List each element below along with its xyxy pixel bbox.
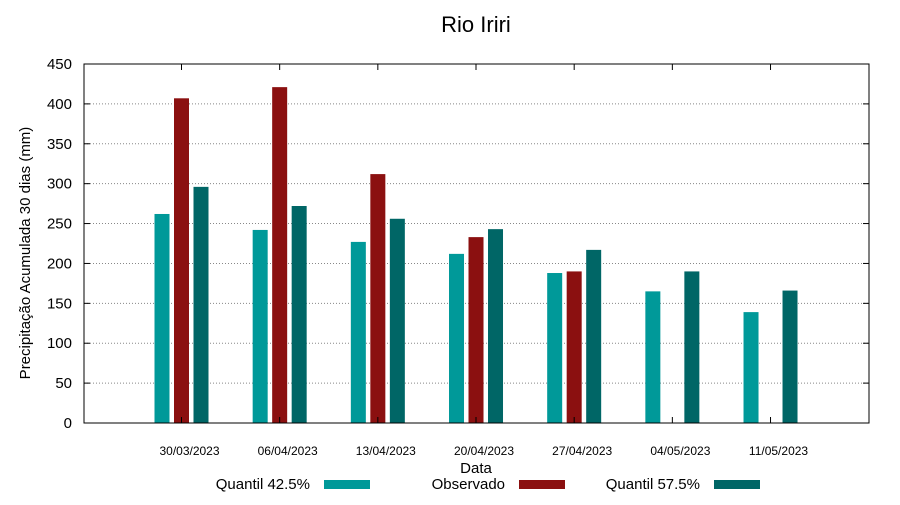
bar: [449, 253, 465, 423]
chart-title: Rio Iriri: [441, 12, 511, 37]
x-tick-label: 13/04/2023: [356, 444, 416, 458]
x-tick-label: 06/04/2023: [258, 444, 318, 458]
x-tick-label: 27/04/2023: [552, 444, 612, 458]
bar: [389, 218, 405, 423]
bar: [370, 174, 386, 423]
legend-label: Observado: [432, 476, 505, 493]
legend: Quantil 42.5% Observado Quantil 57.5%: [216, 476, 760, 493]
legend-swatch: [714, 480, 760, 489]
bar: [174, 98, 189, 423]
y-tick-label: 350: [47, 136, 72, 153]
bar: [586, 249, 602, 423]
bar: [566, 271, 582, 423]
y-tick-label: 450: [47, 56, 72, 73]
bar: [252, 229, 268, 423]
legend-label: Quantil 57.5%: [606, 476, 700, 493]
y-tick-label: 400: [47, 96, 72, 113]
y-tick-label: 100: [47, 335, 72, 352]
grid-lines: [84, 103, 869, 384]
legend-label: Quantil 42.5%: [216, 476, 310, 493]
y-tick-label: 250: [47, 216, 72, 233]
y-axis-label: Precipitação Acumulada 30 dias (mm): [17, 127, 34, 380]
bar: [782, 290, 798, 423]
y-tick-label: 50: [55, 375, 72, 392]
bar: [468, 237, 484, 423]
bar: [488, 229, 504, 423]
bar: [193, 186, 209, 423]
bar: [684, 271, 700, 423]
y-tick-label: 150: [47, 295, 72, 312]
bar: [350, 241, 366, 423]
bar: [645, 291, 661, 423]
x-tick-label: 20/04/2023: [454, 444, 514, 458]
x-axis-label: Data: [460, 460, 492, 477]
bar: [291, 206, 307, 423]
x-tick-label: 04/05/2023: [650, 444, 710, 458]
y-tick-label: 300: [47, 176, 72, 193]
bar: [547, 273, 563, 423]
bar: [272, 87, 288, 423]
x-axis-ticks: 30/03/2023 06/04/2023 13/04/2023 20/04/2023…: [159, 64, 808, 458]
x-tick-label: 30/03/2023: [159, 444, 219, 458]
legend-swatch: [519, 480, 565, 489]
bars: [154, 87, 798, 423]
legend-swatch: [324, 480, 370, 489]
x-tick-label: 11/05/2023: [749, 444, 808, 458]
bar: [154, 213, 170, 423]
y-axis-ticks: 0 50 100 150 200 250 300 350 400 450: [47, 56, 869, 432]
bar: [743, 312, 759, 423]
y-tick-label: 0: [64, 415, 72, 432]
y-tick-label: 200: [47, 255, 72, 272]
